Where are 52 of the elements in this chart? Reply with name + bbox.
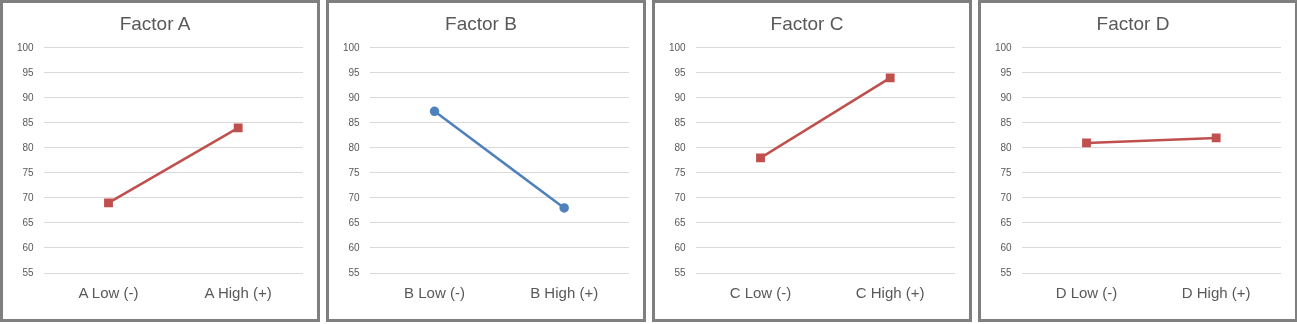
y-tick-label: 55 [1000,266,1013,278]
y-tick-label: 100 [669,41,687,53]
y-tick-label: 90 [1000,91,1013,103]
y-tick-label: 90 [674,91,687,103]
y-tick-label: 75 [1000,166,1013,178]
y-tick-label: 100 [343,41,361,53]
y-tick-label: 65 [674,216,687,228]
y-tick-label: 80 [22,141,35,153]
y-tick-label: 75 [674,166,687,178]
y-tick-label: 65 [22,216,35,228]
y-tick-label: 85 [348,116,361,128]
y-tick-label: 80 [348,141,361,153]
y-tick-label: 95 [1000,66,1013,78]
y-tick-label: 70 [1000,191,1013,203]
y-tick-label: 70 [22,191,35,203]
y-tick-label: 65 [348,216,361,228]
y-tick-label: 60 [674,241,687,253]
y-tick-label: 60 [1000,241,1013,253]
y-tick-label: 75 [22,166,35,178]
y-tick-label: 55 [22,266,35,278]
y-tick-label: 85 [22,116,35,128]
y-tick-label: 85 [674,116,687,128]
y-tick-label: 75 [348,166,361,178]
y-tick-label: 55 [674,266,687,278]
y-tick-label: 60 [348,241,361,253]
y-tick-label: 80 [1000,141,1013,153]
y-tick-label: 90 [348,91,361,103]
y-tick-label: 100 [17,41,35,53]
x-tick-label: D High (+) [1181,284,1251,302]
y-tick-label: 90 [22,91,35,103]
chart-title: Factor D [1096,12,1170,34]
y-tick-label: 70 [674,191,687,203]
y-tick-label: 70 [348,191,361,203]
x-tick-label: B Low (-) [404,284,465,302]
chart-title: Factor B [445,12,517,34]
y-tick-label: 95 [22,66,35,78]
x-tick-label: C High (+) [855,284,925,302]
x-tick-label: A High (+) [204,284,272,302]
x-tick-label: A Low (-) [78,284,139,302]
x-tick-label: B High (+) [530,284,599,302]
y-tick-label: 95 [348,66,361,78]
y-tick-label: 65 [1000,216,1013,228]
y-tick-label: 80 [674,141,687,153]
chart-title: Factor C [770,12,844,34]
x-tick-label: D Low (-) [1055,284,1118,302]
y-tick-label: 85 [1000,116,1013,128]
x-tick-label: C Low (-) [729,284,792,302]
chart-title: Factor A [119,12,191,34]
y-tick-label: 60 [22,241,35,253]
y-tick-label: 55 [348,266,361,278]
y-tick-label: 100 [995,41,1013,53]
y-tick-label: 95 [674,66,687,78]
